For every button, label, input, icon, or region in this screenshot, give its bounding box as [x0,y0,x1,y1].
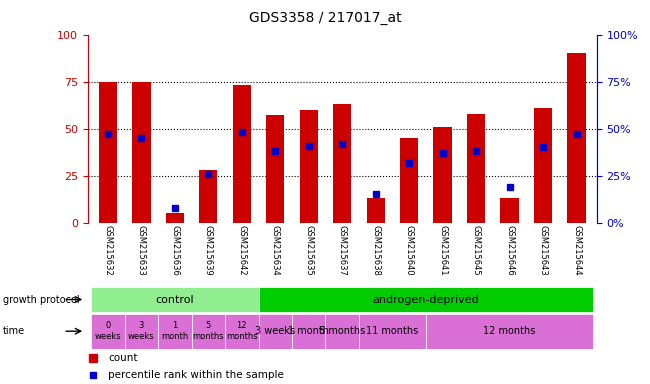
Text: GSM215639: GSM215639 [204,225,213,275]
Bar [367,198,385,223]
Bar [166,214,184,223]
Text: 3 weeks: 3 weeks [255,326,295,336]
FancyBboxPatch shape [158,314,192,349]
Text: GSM215637: GSM215637 [338,225,346,275]
FancyBboxPatch shape [91,314,125,349]
Text: count: count [108,353,138,363]
Bar [500,198,519,223]
Text: GSM215646: GSM215646 [505,225,514,275]
FancyBboxPatch shape [91,286,259,313]
Text: GSM215644: GSM215644 [572,225,581,275]
Text: 5 months: 5 months [319,326,365,336]
Text: 12
months: 12 months [226,321,257,341]
Text: GSM215636: GSM215636 [170,225,179,275]
Bar [99,82,117,223]
FancyBboxPatch shape [292,314,326,349]
Bar [132,82,151,223]
FancyBboxPatch shape [426,314,593,349]
Bar [266,116,285,223]
Text: GSM215640: GSM215640 [405,225,413,275]
FancyBboxPatch shape [259,286,593,313]
Text: 12 months: 12 months [484,326,536,336]
FancyBboxPatch shape [225,314,259,349]
Text: GSM215634: GSM215634 [271,225,280,275]
Text: 1 month: 1 month [288,326,330,336]
Bar [467,114,486,223]
FancyBboxPatch shape [192,314,225,349]
Bar [400,138,419,223]
Text: 1
month: 1 month [161,321,188,341]
FancyBboxPatch shape [326,314,359,349]
Bar [300,110,318,223]
Bar [333,104,352,223]
Text: growth protocol: growth protocol [3,295,80,305]
Text: GSM215642: GSM215642 [237,225,246,275]
Text: GSM215643: GSM215643 [539,225,548,275]
Text: 5
months: 5 months [192,321,224,341]
Text: GSM215638: GSM215638 [371,225,380,275]
Text: control: control [155,295,194,305]
Text: GSM215632: GSM215632 [103,225,112,275]
Bar [567,53,586,223]
Text: 3
weeks: 3 weeks [128,321,155,341]
FancyBboxPatch shape [259,314,292,349]
Bar [534,108,552,223]
Text: GSM215645: GSM215645 [472,225,480,275]
Text: GDS3358 / 217017_at: GDS3358 / 217017_at [249,11,401,25]
Text: androgen-deprived: androgen-deprived [372,295,479,305]
Text: 0
weeks: 0 weeks [94,321,121,341]
Text: percentile rank within the sample: percentile rank within the sample [108,370,284,381]
Bar [233,85,251,223]
Text: GSM215633: GSM215633 [136,225,146,275]
Text: 11 months: 11 months [367,326,419,336]
Text: GSM215635: GSM215635 [304,225,313,275]
Text: time: time [3,326,25,336]
FancyBboxPatch shape [125,314,158,349]
Text: GSM215641: GSM215641 [438,225,447,275]
Bar [199,170,218,223]
FancyBboxPatch shape [359,314,426,349]
Bar [434,127,452,223]
